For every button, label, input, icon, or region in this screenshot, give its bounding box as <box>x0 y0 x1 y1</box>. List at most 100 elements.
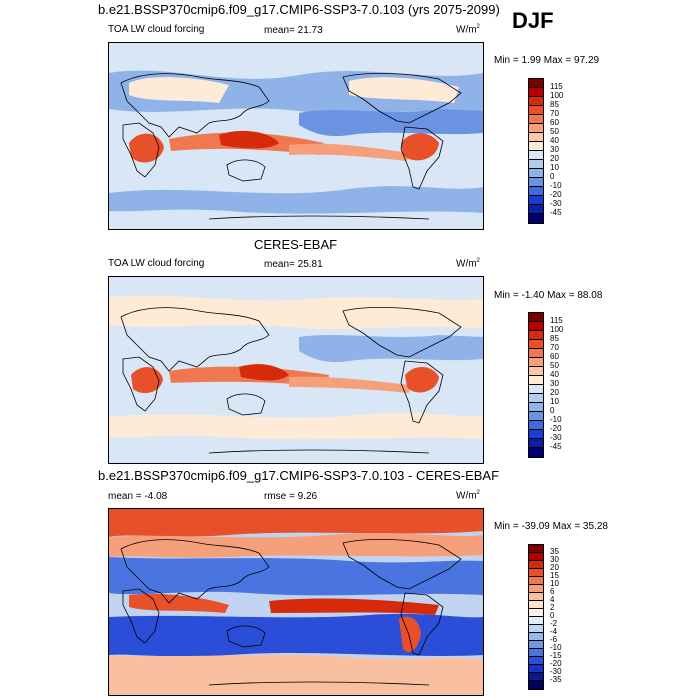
colorbar-swatch <box>529 593 543 601</box>
colorbar-swatch <box>529 569 543 577</box>
colorbar-tick-label: -30 <box>550 199 562 208</box>
panel3-colorbar-box <box>528 544 544 690</box>
colorbar-tick-label: 20 <box>550 154 559 163</box>
colorbar-swatch <box>529 394 543 403</box>
colorbar-swatch <box>529 430 543 439</box>
colorbar-swatch <box>529 151 543 160</box>
panel2-southern-cloud-band <box>109 413 483 440</box>
panel2-unit: W/m2 <box>456 258 480 269</box>
panel1-mean-label: mean= <box>264 25 295 36</box>
colorbar-swatch <box>529 665 543 673</box>
panel3-unit-exp: 2 <box>476 490 480 496</box>
colorbar-tick-label: 115 <box>550 82 563 91</box>
colorbar-swatch <box>529 79 543 88</box>
colorbar-tick-label: 20 <box>550 563 559 572</box>
panel2-minmax: Min = -1.40 Max = 88.08 <box>494 290 603 301</box>
colorbar-tick-label: 70 <box>550 343 559 352</box>
colorbar-swatch <box>529 169 543 178</box>
colorbar-swatch <box>529 609 543 617</box>
panel1-unit: W/m2 <box>456 24 480 35</box>
panel1-left-label: TOA LW cloud forcing <box>108 24 205 35</box>
colorbar-tick-label: -15 <box>550 651 562 660</box>
panel1-map <box>108 42 484 230</box>
panel3-map-svg <box>109 509 483 695</box>
panel2-africa-convection <box>131 367 163 394</box>
colorbar-swatch <box>529 385 543 394</box>
colorbar-swatch <box>529 657 543 665</box>
panel3-indian-ocean-positive <box>129 593 229 613</box>
colorbar-swatch <box>529 187 543 196</box>
colorbar-swatch <box>529 340 543 349</box>
panel3-subtropical-negative <box>109 557 483 596</box>
colorbar-swatch <box>529 673 543 681</box>
colorbar-swatch <box>529 625 543 633</box>
colorbar-tick-label: -20 <box>550 659 562 668</box>
colorbar-tick-label: -6 <box>550 635 558 644</box>
colorbar-tick-label: 100 <box>550 91 564 100</box>
panel1-unit-text: W/m <box>456 24 477 36</box>
colorbar-tick-label: -2 <box>550 619 558 628</box>
panel1-map-svg <box>109 43 483 229</box>
colorbar-swatch <box>529 553 543 561</box>
colorbar-tick-label: -45 <box>550 208 562 217</box>
colorbar-tick-label: 0 <box>550 406 555 415</box>
colorbar-tick-label: -30 <box>550 433 562 442</box>
panel3-rmse: rmse = 9.26 <box>264 491 317 502</box>
colorbar-tick-label: 30 <box>550 555 559 564</box>
panel3-pacific-itcz-positive <box>269 598 439 615</box>
colorbar-swatch <box>529 403 543 412</box>
colorbar-swatch <box>529 178 543 187</box>
colorbar-tick-label: -10 <box>550 415 562 424</box>
colorbar-swatch <box>529 649 543 657</box>
panel1-colorbar-box <box>528 78 544 224</box>
panel2-map-svg <box>109 277 483 463</box>
panel1-npac-subtropics <box>299 109 483 137</box>
panel1-s-america-convection <box>401 133 439 161</box>
panel2-unit-text: W/m <box>456 258 477 270</box>
colorbar-tick-label: 70 <box>550 109 559 118</box>
colorbar-tick-label: -4 <box>550 627 558 636</box>
panel3-rmse-value: 9.26 <box>297 491 318 502</box>
panel2-spcz <box>289 376 411 393</box>
colorbar-swatch <box>529 124 543 133</box>
panel1-spcz <box>289 143 409 161</box>
colorbar-swatch <box>529 641 543 649</box>
colorbar-swatch <box>529 106 543 115</box>
panel2-mean-value: 25.81 <box>297 259 323 270</box>
panel1-coastlines <box>120 72 462 220</box>
colorbar-swatch <box>529 448 543 457</box>
colorbar-tick-label: 100 <box>550 325 564 334</box>
colorbar-swatch <box>529 133 543 142</box>
colorbar-swatch <box>529 142 543 151</box>
colorbar-swatch <box>529 115 543 124</box>
colorbar-swatch <box>529 367 543 376</box>
panel1-title: b.e21.BSSP370cmip6.f09_g17.CMIP6-SSP3-7.… <box>98 2 500 17</box>
colorbar-swatch <box>529 577 543 585</box>
colorbar-tick-label: 30 <box>550 145 559 154</box>
panel3-unit-text: W/m <box>456 490 477 502</box>
panel3-southern-negative <box>109 613 483 657</box>
colorbar-tick-label: 6 <box>550 587 555 596</box>
panel3-left-label: mean = -4.08 <box>108 491 168 502</box>
colorbar-tick-label: 60 <box>550 352 559 361</box>
colorbar-swatch <box>529 633 543 641</box>
colorbar-swatch <box>529 617 543 625</box>
colorbar-swatch <box>529 376 543 385</box>
colorbar-swatch <box>529 412 543 421</box>
colorbar-tick-label: 50 <box>550 127 559 136</box>
panel1-minmax: Min = 1.99 Max = 97.29 <box>494 55 600 66</box>
colorbar-swatch <box>529 681 543 689</box>
colorbar-tick-label: -45 <box>550 442 562 451</box>
colorbar-tick-label: 10 <box>550 163 559 172</box>
colorbar-tick-label: 30 <box>550 379 559 388</box>
colorbar-tick-label: 20 <box>550 388 559 397</box>
panel1-africa-convection <box>129 133 164 163</box>
panel1-mean: mean= 21.73 <box>264 25 323 36</box>
panel2-map <box>108 276 484 464</box>
colorbar-swatch <box>529 196 543 205</box>
colorbar-swatch <box>529 205 543 214</box>
panel2-title: CERES-EBAF <box>254 237 338 252</box>
colorbar-tick-label: 40 <box>550 136 559 145</box>
colorbar-swatch <box>529 545 543 553</box>
panel2-unit-exp: 2 <box>476 258 480 264</box>
